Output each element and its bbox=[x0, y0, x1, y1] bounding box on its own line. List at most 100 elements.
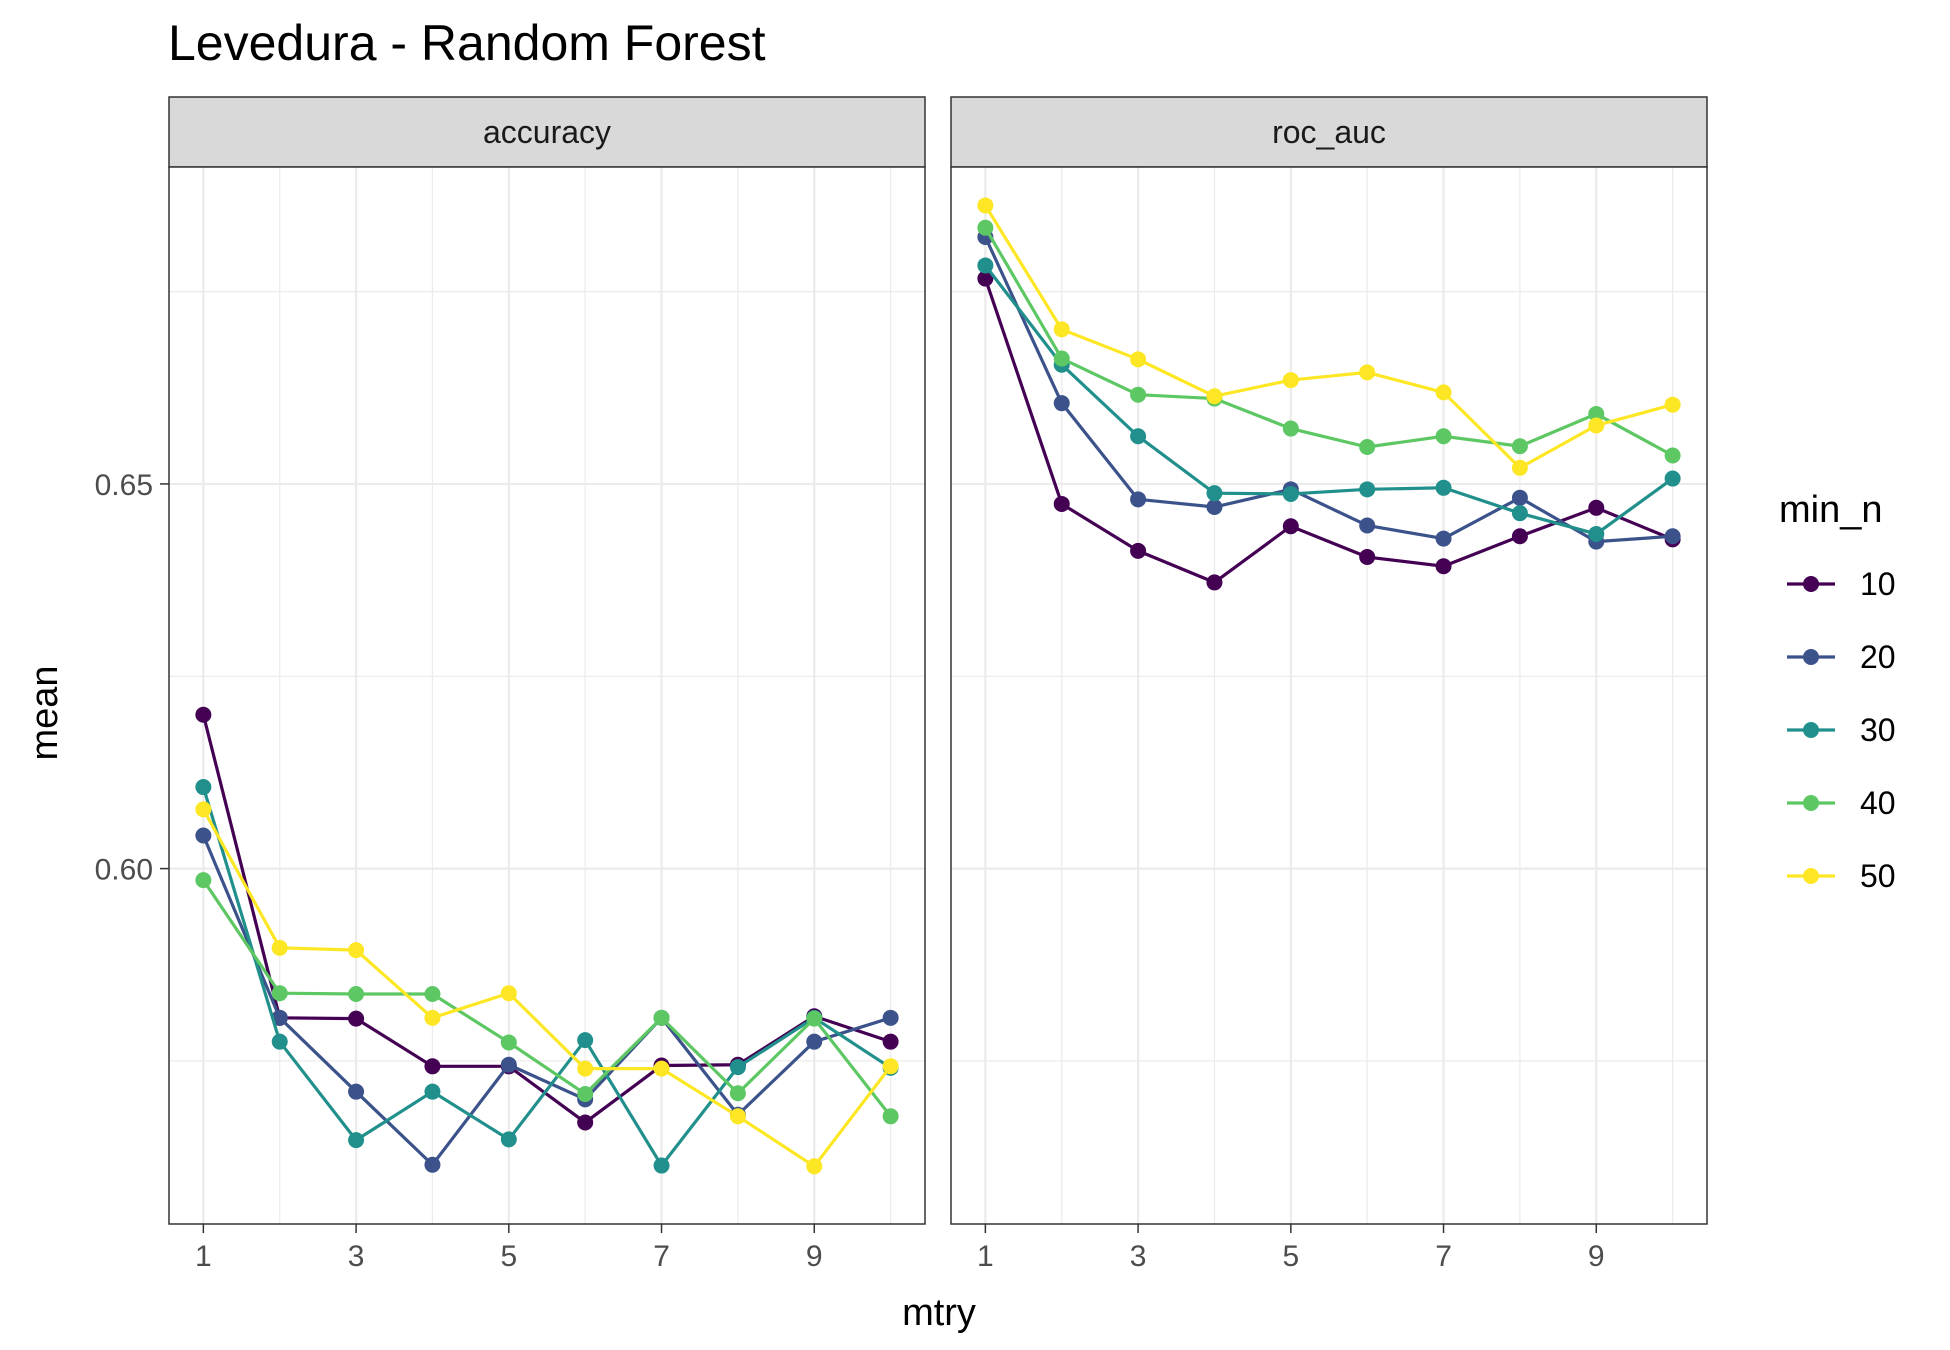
data-point bbox=[1588, 525, 1605, 542]
series-line bbox=[983, 236, 1673, 544]
series-line bbox=[984, 264, 1674, 536]
series-40 bbox=[195, 872, 899, 1125]
data-point bbox=[1282, 518, 1299, 535]
data-point bbox=[1664, 528, 1681, 545]
data-point bbox=[424, 985, 441, 1002]
data-point bbox=[653, 1157, 670, 1174]
data-point bbox=[653, 1009, 670, 1026]
data-point bbox=[577, 1032, 594, 1049]
x-axis-title: mtry bbox=[902, 1292, 976, 1334]
panel-border bbox=[168, 166, 926, 1225]
data-point bbox=[271, 1033, 288, 1050]
x-tick-label: 1 bbox=[977, 1240, 994, 1273]
data-point bbox=[1282, 372, 1299, 389]
data-point bbox=[1053, 321, 1070, 338]
data-point bbox=[1130, 351, 1147, 368]
series-50 bbox=[977, 197, 1681, 476]
data-point bbox=[348, 1132, 365, 1149]
facet-strip-label: accuracy bbox=[483, 114, 611, 150]
facet-strip-label: roc_auc bbox=[1272, 114, 1386, 150]
series-line bbox=[201, 786, 892, 1169]
data-point bbox=[977, 197, 994, 214]
data-point bbox=[1359, 549, 1376, 566]
data-point bbox=[1359, 439, 1376, 456]
facet-roc_auc: roc_auc 1 3 5 7 9 bbox=[950, 96, 1708, 1273]
data-point bbox=[500, 1034, 517, 1051]
series-50 bbox=[195, 801, 899, 1175]
data-point bbox=[1435, 428, 1452, 445]
data-point bbox=[348, 942, 365, 959]
data-point bbox=[729, 1085, 746, 1102]
x-tick-label: 9 bbox=[806, 1240, 823, 1273]
data-point bbox=[977, 270, 994, 287]
data-point bbox=[348, 1083, 365, 1100]
legend: min_n 10 20 30 40 50 bbox=[1779, 489, 1896, 894]
x-tick-label: 9 bbox=[1588, 1240, 1605, 1273]
data-point bbox=[1130, 428, 1147, 445]
data-point bbox=[1435, 558, 1452, 575]
data-point bbox=[1359, 364, 1376, 381]
legend-title: min_n bbox=[1779, 489, 1883, 531]
data-point bbox=[348, 1010, 365, 1027]
legend-key-point bbox=[1803, 868, 1819, 884]
data-point bbox=[1435, 384, 1452, 401]
data-point bbox=[806, 1158, 823, 1175]
chart-title: Levedura - Random Forest bbox=[168, 15, 766, 71]
data-point bbox=[1588, 405, 1605, 422]
data-point bbox=[1664, 447, 1681, 464]
data-point bbox=[271, 939, 288, 956]
data-point bbox=[806, 1010, 823, 1027]
series-line bbox=[983, 204, 1674, 470]
y-axis-title: mean bbox=[24, 665, 66, 760]
legend-label: 10 bbox=[1860, 566, 1896, 602]
data-point bbox=[424, 1009, 441, 1026]
data-point bbox=[977, 257, 994, 274]
data-point bbox=[348, 985, 365, 1002]
data-point bbox=[729, 1108, 746, 1125]
legend-label: 20 bbox=[1860, 639, 1896, 675]
legend-label: 30 bbox=[1860, 712, 1896, 748]
legend-item-20: 20 bbox=[1787, 639, 1896, 675]
series-30 bbox=[977, 257, 1681, 542]
x-tick-label: 7 bbox=[653, 1240, 670, 1273]
data-point bbox=[1130, 491, 1147, 508]
data-point bbox=[577, 1060, 594, 1077]
facet-strip bbox=[168, 96, 926, 168]
data-point bbox=[271, 1009, 288, 1026]
data-point bbox=[195, 706, 212, 723]
x-tick-label: 5 bbox=[1282, 1240, 1299, 1273]
data-point bbox=[1511, 489, 1528, 506]
data-point bbox=[1206, 499, 1223, 516]
facet-panels: accuracy 1 3 5 7 9 0.60 0.65 roc_auc 1 3 5 7 9 bbox=[95, 96, 1708, 1273]
panel-background bbox=[951, 167, 1707, 1224]
data-point bbox=[1282, 485, 1299, 502]
data-point bbox=[882, 1009, 899, 1026]
data-point bbox=[1435, 479, 1452, 496]
data-point bbox=[1206, 388, 1223, 405]
x-tick-label: 1 bbox=[195, 1240, 212, 1273]
data-point bbox=[882, 1033, 899, 1050]
facet-accuracy: accuracy 1 3 5 7 9 0.60 0.65 bbox=[95, 96, 926, 1273]
data-point bbox=[729, 1059, 746, 1076]
series-40 bbox=[977, 219, 1681, 464]
x-tick-label: 5 bbox=[500, 1240, 517, 1273]
legend-label: 50 bbox=[1860, 858, 1896, 894]
legend-item-50: 50 bbox=[1787, 858, 1896, 894]
data-point bbox=[1206, 574, 1223, 591]
data-point bbox=[195, 801, 212, 818]
panel-background bbox=[169, 167, 925, 1224]
data-point bbox=[1053, 495, 1070, 512]
data-point bbox=[195, 827, 212, 844]
data-point bbox=[1282, 420, 1299, 437]
data-point bbox=[271, 985, 288, 1002]
data-point bbox=[1588, 499, 1605, 516]
data-point bbox=[653, 1060, 670, 1077]
legend-key-point bbox=[1803, 795, 1819, 811]
data-point bbox=[195, 779, 212, 796]
legend-item-10: 10 bbox=[1787, 566, 1896, 602]
data-point bbox=[1511, 528, 1528, 545]
data-point bbox=[1435, 530, 1452, 547]
data-point bbox=[1053, 350, 1070, 367]
series-line bbox=[201, 808, 892, 1169]
